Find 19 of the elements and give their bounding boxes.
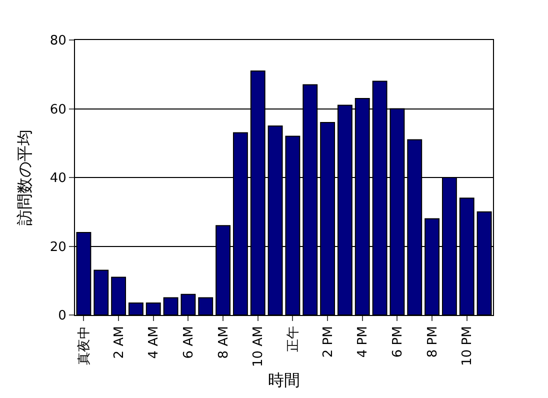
y-tick-label: 40 [50, 171, 66, 186]
x-tick-label: 4 AM [146, 326, 162, 359]
x-tick-label: 10 PM [460, 326, 476, 366]
y-tick-label: 60 [50, 102, 66, 118]
x-tick-label: 真夜中 [76, 326, 92, 366]
x-tick-label: 4 PM [356, 326, 371, 358]
x-tick-label: 8 PM [425, 326, 440, 358]
y-axis-title: 訪問数の平均 [14, 130, 34, 226]
y-tick-label: 20 [50, 240, 66, 255]
x-tick-label: 8 AM [216, 326, 232, 359]
x-axis-title: 時間 [268, 370, 300, 390]
y-tick-label: 80 [50, 34, 66, 49]
x-tick-label: 正午 [286, 326, 301, 352]
x-tick-label: 6 PM [390, 326, 406, 358]
x-tick-label: 10 AM [251, 326, 266, 367]
x-tick-label: 6 AM [181, 326, 196, 359]
y-tick-label: 0 [58, 308, 66, 324]
x-tick-label: 2 AM [112, 326, 127, 359]
x-tick-label: 2 PM [320, 326, 336, 358]
